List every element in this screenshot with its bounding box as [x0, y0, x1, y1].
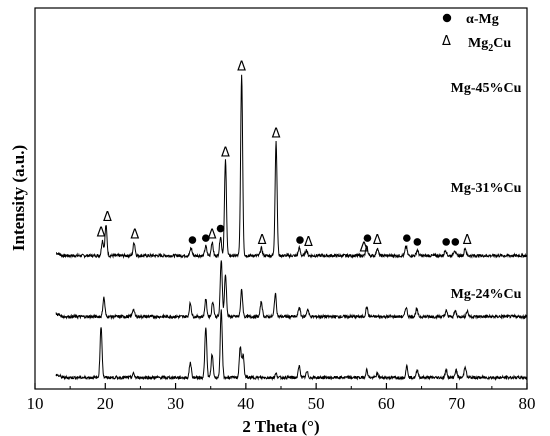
mg2cu-marker: Δ — [221, 145, 230, 160]
plot-frame — [34, 7, 528, 390]
mg2cu-marker: Δ — [237, 60, 246, 75]
x-tick-label: 10 — [27, 394, 44, 413]
y-axis-label: Intensity (a.u.) — [9, 145, 28, 251]
mg2cu-marker: Δ — [304, 235, 313, 250]
series-layer — [55, 74, 528, 382]
series-label: Mg-24%Cu — [451, 287, 522, 302]
alpha-mg-marker — [403, 234, 411, 242]
mg2cu-marker: Δ — [359, 241, 368, 256]
legend-triangle-marker: Δ — [442, 34, 451, 49]
mg2cu-marker: Δ — [258, 233, 267, 248]
mg2cu-marker: Δ — [208, 227, 217, 242]
legend-mg2cu-label: Mg2Cu — [468, 36, 511, 54]
x-tick-label: 60 — [378, 394, 395, 413]
alpha-mg-marker — [216, 224, 225, 233]
mg2cu-marker: Δ — [130, 227, 139, 242]
series-label: Mg-45%Cu — [451, 81, 522, 96]
series-labels: Mg-45%Cu Mg-31%Cu Mg-24%Cu — [451, 81, 522, 302]
alpha-mg-marker — [296, 236, 304, 244]
alpha-mg-marker — [188, 236, 197, 244]
x-tick-label: 80 — [519, 394, 536, 413]
alpha-mg-marker — [451, 238, 460, 246]
alpha-mg-marker — [413, 238, 422, 246]
series-label: Mg-31%Cu — [451, 181, 522, 196]
x-ticks: 10 20 30 40 50 60 70 80 — [27, 383, 536, 413]
x-tick-label: 40 — [237, 394, 254, 413]
mg2cu-marker: Δ — [373, 233, 382, 248]
mg2cu-marker: Δ — [463, 233, 472, 248]
alpha-mg-marker — [442, 238, 450, 246]
alpha-mg-marker — [363, 234, 372, 242]
x-tick-label: 20 — [97, 394, 114, 413]
series-line — [55, 309, 528, 382]
x-tick-label: 30 — [167, 394, 184, 413]
mg2cu-marker: Δ — [97, 225, 106, 240]
legend-dot-marker — [442, 13, 452, 23]
legend: α-Mg Δ Mg2Cu — [442, 12, 511, 54]
mg2cu-marker: Δ — [272, 126, 281, 141]
legend-alpha-mg-label: α-Mg — [466, 12, 499, 27]
series-line — [55, 260, 528, 321]
series-line — [55, 74, 528, 260]
x-axis-label: 2 Theta (°) — [242, 417, 319, 436]
alpha-mg-marker — [201, 234, 210, 242]
x-tick-label: 50 — [308, 394, 325, 413]
x-tick-label: 70 — [448, 394, 465, 413]
mg2cu-marker: Δ — [103, 210, 112, 225]
